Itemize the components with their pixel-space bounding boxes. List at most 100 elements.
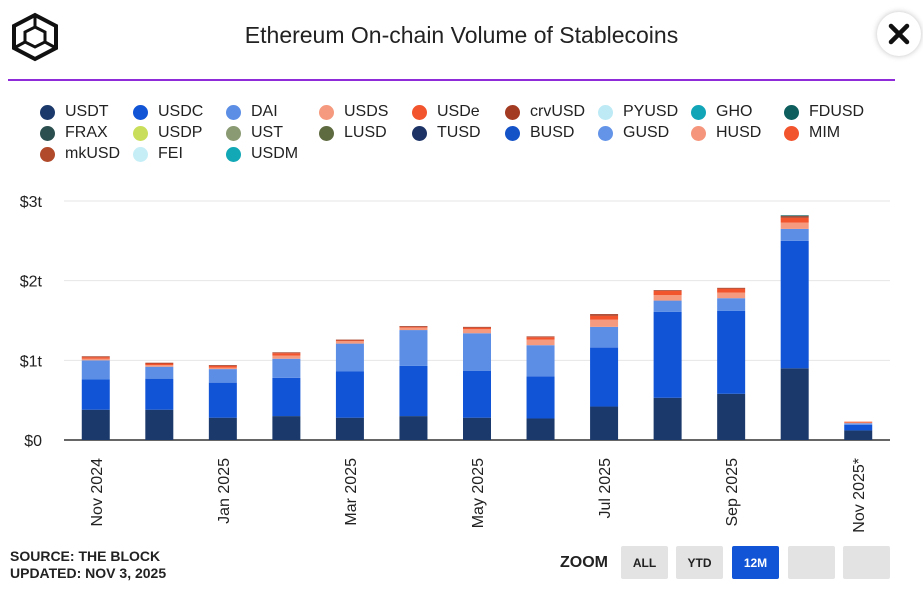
legend-item-dai[interactable]: DAI bbox=[226, 103, 278, 121]
chart-title: Ethereum On-chain Volume of Stablecoins bbox=[244, 22, 679, 48]
bar-segment-dai bbox=[463, 333, 491, 371]
legend-item-gusd[interactable]: GUSD bbox=[598, 124, 669, 142]
bar-segment-usde bbox=[653, 291, 682, 296]
legend-item-crvusd[interactable]: crvUSD bbox=[505, 103, 585, 121]
legend-swatch bbox=[412, 125, 427, 141]
bar-segment-usdc bbox=[780, 240, 809, 369]
bar-segment-usds bbox=[780, 222, 809, 229]
bar-segment-crvusd bbox=[526, 336, 555, 338]
legend-label: USDM bbox=[251, 145, 299, 162]
bar-segment-dai bbox=[590, 326, 619, 348]
chart-footer: SOURCE: THE BLOCK UPDATED: NOV 3, 2025 bbox=[10, 548, 166, 582]
bar-segment-usde bbox=[590, 315, 619, 320]
legend-label: USDC bbox=[158, 103, 204, 120]
bar-segment-usds bbox=[844, 422, 873, 424]
bar-segment-usdc bbox=[590, 347, 619, 407]
legend-swatch bbox=[226, 125, 241, 141]
bar-segment-usdt bbox=[590, 406, 619, 440]
bar-segment-usdc bbox=[399, 365, 428, 417]
x-tick-label: Jul 2025 bbox=[597, 458, 614, 519]
legend-swatch bbox=[505, 125, 520, 141]
close-button[interactable] bbox=[877, 12, 921, 56]
bar-segment-crvusd bbox=[272, 352, 301, 354]
legend-item-frax[interactable]: FRAX bbox=[40, 124, 108, 142]
bar-segment-usde bbox=[399, 326, 428, 328]
legend-swatch bbox=[133, 125, 148, 141]
the-block-logo-icon bbox=[12, 12, 58, 62]
legend-item-usdt[interactable]: USDT bbox=[40, 103, 109, 121]
bar-segment-usdt bbox=[145, 409, 174, 440]
legend-label: PYUSD bbox=[623, 103, 679, 120]
bar-segment-usds bbox=[399, 327, 428, 331]
bar-segment-usds bbox=[272, 355, 301, 359]
legend-item-usde[interactable]: USDe bbox=[412, 103, 480, 121]
legend-swatch bbox=[598, 125, 613, 141]
legend-label: LUSD bbox=[344, 124, 387, 141]
legend-item-mim[interactable]: MIM bbox=[784, 124, 840, 142]
bar-segment-usdc bbox=[145, 378, 174, 410]
zoom-blank-button-2[interactable] bbox=[843, 546, 890, 579]
y-tick-label: $2t bbox=[20, 274, 43, 291]
bar-segment-usdt bbox=[526, 418, 555, 440]
legend-item-usdm[interactable]: USDM bbox=[226, 145, 298, 163]
stacked-bar-chart: $0 $1t $2t $3t Nov 2024 Jan 2025 Mar 2025 May 2… bbox=[20, 194, 890, 533]
legend-item-busd[interactable]: BUSD bbox=[505, 124, 574, 142]
x-tick-label: Nov 2025* bbox=[851, 458, 868, 533]
bar-segment-dai bbox=[526, 345, 555, 377]
legend-item-fei[interactable]: FEI bbox=[133, 145, 183, 163]
legend-swatch bbox=[784, 104, 799, 120]
legend-item-mkusd[interactable]: mkUSD bbox=[40, 145, 120, 163]
legend-label: USDS bbox=[344, 103, 389, 120]
bar-segment-usdc bbox=[335, 371, 364, 418]
bar-segment-usde bbox=[463, 327, 491, 330]
legend-item-fdusd[interactable]: FDUSD bbox=[784, 103, 864, 121]
legend-item-usds[interactable]: USDS bbox=[319, 103, 388, 121]
updated-text: UPDATED: NOV 3, 2025 bbox=[10, 565, 167, 581]
legend-label: mkUSD bbox=[65, 145, 121, 162]
bar-segment-crvusd bbox=[208, 365, 237, 366]
zoom-12m-button[interactable]: 12M bbox=[732, 546, 779, 579]
bar-segment-usds bbox=[463, 329, 491, 334]
bar-segment-usde bbox=[526, 337, 555, 340]
legend-swatch bbox=[40, 104, 55, 120]
x-tick-label: May 2025 bbox=[470, 458, 487, 528]
legend-item-pyusd[interactable]: PYUSD bbox=[598, 103, 678, 121]
bar-segment-dai bbox=[399, 330, 428, 366]
bar-segment-usdt bbox=[335, 417, 364, 440]
bar-segment-dai bbox=[145, 366, 174, 379]
bar-segment-usdt bbox=[208, 417, 237, 440]
zoom-label: ZOOM bbox=[560, 554, 608, 571]
bar-segment-usdt bbox=[81, 409, 110, 440]
zoom-all-button[interactable]: ALL bbox=[621, 546, 668, 579]
legend-swatch bbox=[412, 104, 427, 120]
bar-segment-usde bbox=[717, 288, 746, 293]
legend-label: MIM bbox=[809, 124, 841, 141]
legend-item-ust[interactable]: UST bbox=[226, 124, 283, 142]
legend-swatch bbox=[40, 125, 55, 141]
bar-segment-usdc bbox=[653, 311, 682, 398]
bar-segment-usds bbox=[717, 292, 746, 299]
legend-item-lusd[interactable]: LUSD bbox=[319, 124, 387, 142]
bar-segment-fdusd bbox=[780, 215, 809, 217]
bar-segment-usde bbox=[272, 353, 301, 356]
x-tick-label: Mar 2025 bbox=[343, 458, 360, 526]
bar-segment-usdt bbox=[399, 416, 428, 440]
legend-label: crvUSD bbox=[530, 103, 586, 120]
legend-item-usdc[interactable]: USDC bbox=[133, 103, 203, 121]
legend-swatch bbox=[133, 104, 148, 120]
bar-segment-usdc bbox=[272, 377, 301, 417]
zoom-blank-button-1[interactable] bbox=[788, 546, 835, 579]
legend-item-tusd[interactable]: TUSD bbox=[412, 124, 481, 142]
bar-segment-usdc bbox=[526, 376, 555, 419]
legend-swatch bbox=[40, 146, 55, 162]
legend-label: FEI bbox=[158, 145, 183, 162]
zoom-ytd-button[interactable]: YTD bbox=[676, 546, 723, 579]
legend-item-husd[interactable]: HUSD bbox=[691, 124, 761, 142]
legend-item-usdp[interactable]: USDP bbox=[133, 124, 202, 142]
bar-segment-crvusd bbox=[399, 326, 428, 327]
legend-item-gho[interactable]: GHO bbox=[691, 103, 752, 121]
bar-segment-usdc bbox=[717, 310, 746, 394]
bar-segment-crvusd bbox=[81, 356, 110, 358]
bar-segment-usdt bbox=[653, 397, 682, 440]
legend-swatch bbox=[226, 104, 241, 120]
